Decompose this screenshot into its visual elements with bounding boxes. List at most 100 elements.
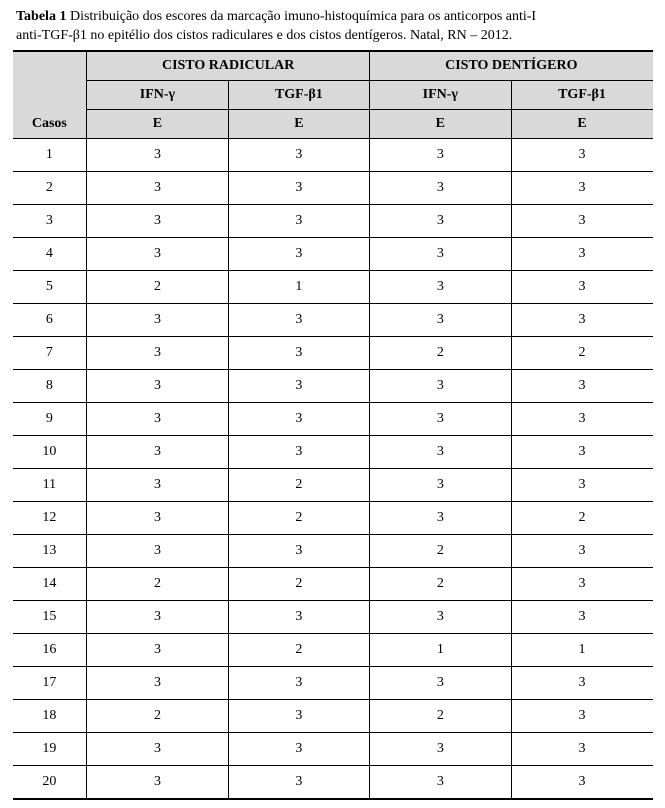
score-cell: 3	[228, 666, 369, 699]
score-cell: 2	[370, 336, 511, 369]
score-cell: 2	[228, 468, 369, 501]
score-cell: 3	[87, 435, 228, 468]
case-number: 15	[13, 600, 87, 633]
table-row: 203333	[13, 765, 653, 799]
case-number: 12	[13, 501, 87, 534]
case-number: 3	[13, 204, 87, 237]
case-number: 17	[13, 666, 87, 699]
score-cell: 3	[511, 402, 652, 435]
header-group-radicular: CISTO RADICULAR	[87, 51, 370, 81]
score-cell: 3	[87, 633, 228, 666]
score-cell: 3	[87, 138, 228, 171]
score-cell: 2	[87, 699, 228, 732]
score-cell: 3	[228, 435, 369, 468]
case-number: 18	[13, 699, 87, 732]
score-cell: 3	[370, 270, 511, 303]
score-cell: 3	[511, 204, 652, 237]
score-cell: 3	[228, 237, 369, 270]
table-row: 52133	[13, 270, 653, 303]
case-number: 13	[13, 534, 87, 567]
header-e-2: E	[228, 109, 369, 138]
case-number: 20	[13, 765, 87, 799]
score-cell: 1	[511, 633, 652, 666]
score-cell: 3	[87, 204, 228, 237]
score-cell: 3	[370, 369, 511, 402]
score-cell: 3	[511, 699, 652, 732]
score-cell: 3	[87, 732, 228, 765]
score-cell: 3	[370, 237, 511, 270]
case-number: 9	[13, 402, 87, 435]
score-cell: 3	[370, 666, 511, 699]
score-cell: 3	[511, 600, 652, 633]
table-row: 73322	[13, 336, 653, 369]
score-cell: 3	[370, 435, 511, 468]
case-number: 8	[13, 369, 87, 402]
case-number: 16	[13, 633, 87, 666]
score-cell: 3	[511, 666, 652, 699]
score-cell: 3	[370, 171, 511, 204]
score-cell: 3	[87, 501, 228, 534]
score-cell: 3	[228, 369, 369, 402]
score-cell: 3	[228, 765, 369, 799]
score-cell: 3	[228, 171, 369, 204]
score-cell: 3	[511, 270, 652, 303]
score-cell: 3	[511, 138, 652, 171]
score-cell: 2	[87, 270, 228, 303]
score-cell: 3	[370, 732, 511, 765]
score-cell: 3	[511, 237, 652, 270]
score-cell: 2	[228, 633, 369, 666]
score-cell: 3	[370, 204, 511, 237]
header-group-dentigero: CISTO DENTÍGERO	[370, 51, 653, 81]
score-cell: 3	[87, 600, 228, 633]
score-cell: 3	[228, 336, 369, 369]
table-row: 63333	[13, 303, 653, 336]
header-tgf-1: TGF-β1	[228, 80, 369, 109]
caption-line2: anti-TGF-β1 no epitélio dos cistos radic…	[16, 28, 512, 43]
score-cell: 3	[228, 204, 369, 237]
table-row: 142223	[13, 567, 653, 600]
table-row: 182323	[13, 699, 653, 732]
table-row: 103333	[13, 435, 653, 468]
table-caption: Tabela 1 Distribuição dos escores da mar…	[10, 8, 655, 46]
case-number: 11	[13, 468, 87, 501]
score-cell: 3	[87, 765, 228, 799]
score-cell: 3	[370, 501, 511, 534]
table-body: 1333323333333334333352133633337332283333…	[13, 138, 653, 799]
score-cell: 3	[228, 303, 369, 336]
score-cell: 3	[370, 765, 511, 799]
score-cell: 3	[228, 402, 369, 435]
header-ifn-1: IFN-γ	[87, 80, 228, 109]
score-cell: 3	[511, 369, 652, 402]
table-row: 123232	[13, 501, 653, 534]
case-number: 4	[13, 237, 87, 270]
score-cell: 1	[228, 270, 369, 303]
score-cell: 3	[87, 534, 228, 567]
case-number: 10	[13, 435, 87, 468]
table-row: 133323	[13, 534, 653, 567]
scores-table: Casos CISTO RADICULAR CISTO DENTÍGERO IF…	[13, 50, 653, 800]
score-cell: 3	[511, 435, 652, 468]
case-number: 1	[13, 138, 87, 171]
score-cell: 3	[511, 567, 652, 600]
score-cell: 3	[511, 534, 652, 567]
case-number: 7	[13, 336, 87, 369]
score-cell: 3	[511, 171, 652, 204]
table-row: 113233	[13, 468, 653, 501]
score-cell: 3	[87, 336, 228, 369]
header-casos: Casos	[13, 51, 87, 139]
score-cell: 3	[370, 402, 511, 435]
score-cell: 3	[228, 732, 369, 765]
score-cell: 2	[228, 501, 369, 534]
table-row: 33333	[13, 204, 653, 237]
score-cell: 3	[87, 171, 228, 204]
score-cell: 3	[370, 468, 511, 501]
score-cell: 3	[228, 699, 369, 732]
table-row: 173333	[13, 666, 653, 699]
score-cell: 3	[511, 765, 652, 799]
header-e-1: E	[87, 109, 228, 138]
header-ifn-2: IFN-γ	[370, 80, 511, 109]
score-cell: 2	[370, 699, 511, 732]
score-cell: 3	[370, 600, 511, 633]
case-number: 6	[13, 303, 87, 336]
score-cell: 3	[87, 468, 228, 501]
